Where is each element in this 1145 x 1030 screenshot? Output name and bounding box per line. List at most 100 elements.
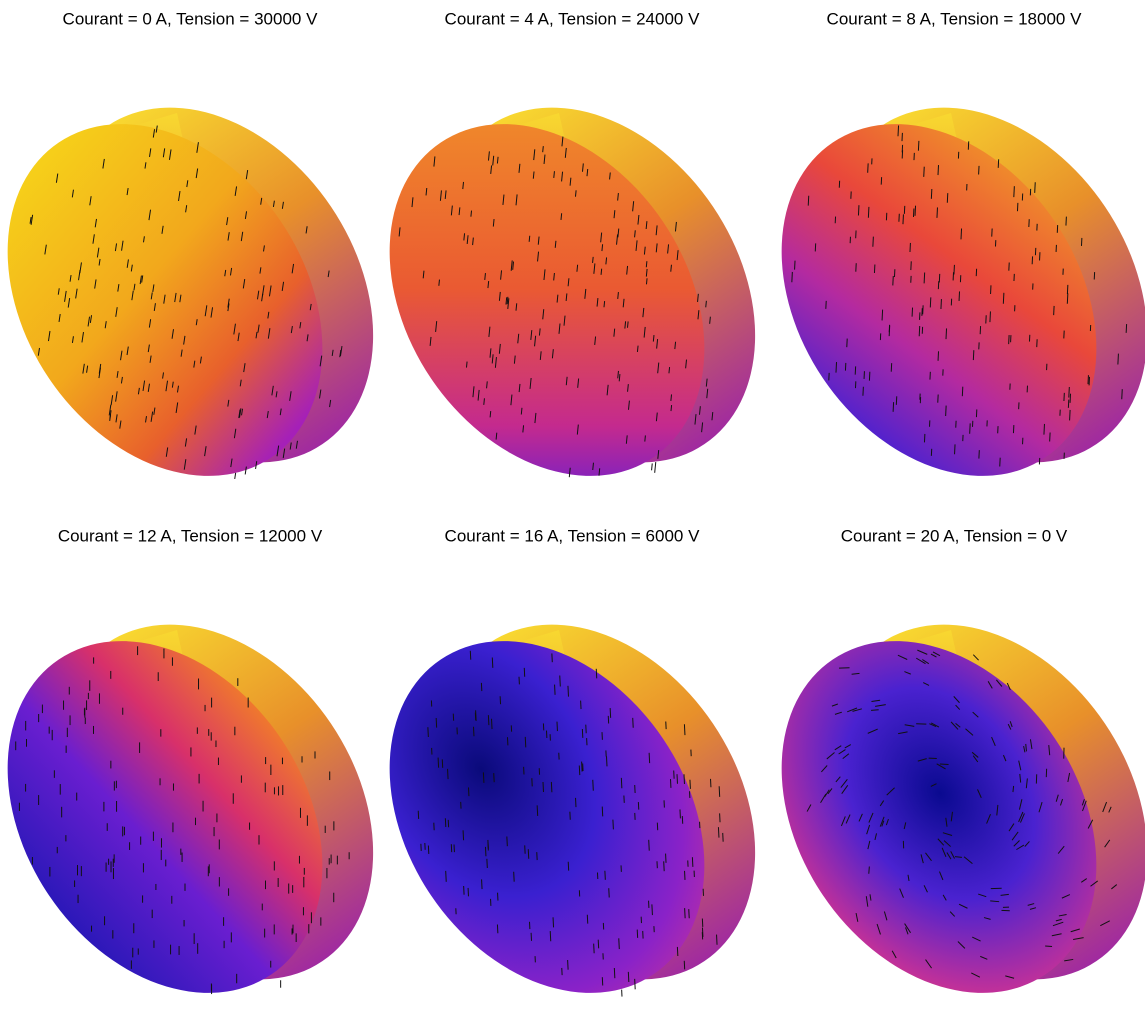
field-arrow: [945, 328, 948, 340]
field-arrow: [1018, 811, 1024, 823]
field-arrows: [15, 646, 350, 995]
field-arrow: [92, 234, 95, 244]
field-arrow: [868, 866, 870, 874]
field-arrow: [565, 293, 568, 301]
field-arrow: [996, 804, 999, 816]
field-arrow: [986, 813, 991, 824]
field-arrow: [645, 268, 648, 277]
field-arrow: [243, 363, 246, 373]
field-arrow: [279, 408, 282, 416]
field-arrow: [930, 653, 937, 658]
field-arrow: [977, 789, 982, 799]
field-arrow: [142, 380, 146, 392]
field-arrow: [137, 387, 140, 395]
field-arrow: [654, 461, 657, 473]
field-arrow: [881, 820, 885, 827]
field-arrow: [1090, 880, 1099, 887]
field-arrow: [1067, 772, 1071, 783]
field-arrow: [918, 325, 921, 337]
field-arrow: [75, 288, 78, 299]
field-arrow: [530, 330, 533, 341]
field-arrow: [674, 341, 677, 350]
field-arrow: [1029, 739, 1033, 750]
field-arrow: [438, 279, 440, 286]
field-arrow: [874, 833, 878, 841]
field-arrow: [806, 804, 812, 812]
field-arrow: [717, 827, 720, 838]
field-arrow: [875, 704, 886, 707]
field-arrow: [37, 347, 40, 356]
disk-face: [781, 641, 1097, 993]
field-arrow: [844, 744, 852, 749]
field-arrow: [513, 355, 516, 364]
disk-face: [389, 641, 705, 993]
field-arrow: [971, 751, 979, 758]
field-arrow: [1027, 903, 1035, 906]
field-arrow: [627, 971, 630, 982]
field-arrow: [1108, 806, 1112, 813]
field-arrow: [299, 321, 302, 329]
field-arrow: [487, 715, 490, 726]
field-arrow: [835, 776, 841, 783]
field-arrow: [102, 158, 105, 169]
field-arrow: [462, 181, 465, 190]
field-arrow: [847, 707, 858, 713]
field-arrow: [185, 205, 188, 213]
field-arrow: [1016, 844, 1025, 851]
field-arrow: [971, 936, 981, 942]
field-arrow: [670, 404, 673, 412]
field-arrow: [1102, 801, 1108, 813]
field-arrow: [904, 923, 911, 934]
field-arrow: [842, 753, 850, 759]
field-arrow: [897, 654, 908, 660]
field-arrow: [470, 210, 473, 217]
field-arrow: [576, 424, 579, 435]
field-arrow: [603, 300, 606, 308]
field-arrow: [494, 357, 497, 368]
disk-face: [7, 124, 323, 476]
field-arrows: [29, 125, 343, 479]
field-arrow: [510, 260, 513, 271]
field-arrows: [806, 649, 1118, 979]
field-arrow: [276, 445, 280, 457]
field-arrow: [186, 180, 189, 188]
field-arrow: [645, 278, 648, 285]
field-arrow: [126, 346, 129, 356]
field-arrow: [542, 782, 544, 793]
field-arrow: [512, 261, 515, 270]
field-arrow: [549, 931, 552, 942]
field-arrow: [1038, 801, 1043, 813]
field-arrow: [240, 231, 244, 242]
field-arrow: [867, 206, 870, 218]
panel-title: Courant = 20 A, Tension = 0 V: [841, 526, 1068, 545]
field-arrow: [886, 787, 895, 796]
field-arrow: [1002, 754, 1007, 762]
panel-title: Courant = 4 A, Tension = 24000 V: [445, 9, 701, 28]
field-arrow: [871, 709, 879, 711]
field-arrow: [990, 900, 1000, 903]
field-arrow: [148, 209, 152, 221]
field-arrow: [852, 708, 862, 712]
field-arrow: [903, 822, 907, 830]
field-arrow: [227, 303, 230, 312]
field-arrow: [115, 391, 118, 402]
field-arrow: [652, 334, 655, 342]
field-arrow: [632, 201, 635, 212]
field-arrow: [1048, 744, 1051, 756]
field-arrow: [657, 362, 660, 374]
field-arrow: [616, 234, 619, 245]
field-arrow: [230, 458, 233, 468]
field-arrow: [142, 236, 145, 243]
field-arrow: [965, 728, 974, 736]
field-arrow: [642, 307, 645, 318]
field-arrow: [953, 696, 960, 704]
field-arrow: [904, 724, 915, 727]
field-arrow: [47, 330, 51, 342]
field-arrow: [195, 168, 199, 179]
field-arrow: [624, 321, 627, 329]
field-arrow: [204, 446, 207, 457]
field-arrow: [613, 967, 616, 979]
field-arrow: [929, 723, 937, 727]
field-arrow: [149, 355, 152, 363]
field-arrow: [1013, 186, 1015, 198]
